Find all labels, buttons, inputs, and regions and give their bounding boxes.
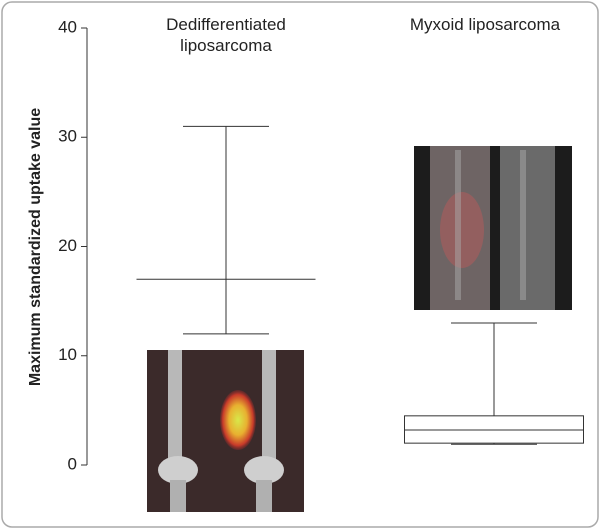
y-tick-label: 10 — [58, 345, 77, 364]
category-label: Myxoid liposarcoma — [409, 15, 561, 34]
marks: 0 10 20 30 40 — [58, 17, 584, 473]
y-tick-label: 20 — [58, 236, 77, 255]
scan-image-2 — [414, 146, 572, 310]
scan-image-1 — [147, 350, 304, 512]
y-axis-label: Maximum standardized uptake value — [27, 108, 44, 386]
category-label: Dedifferentiated liposarcoma — [166, 15, 286, 55]
box — [404, 415, 584, 444]
y-tick-label: 30 — [58, 127, 77, 146]
y-tick-label: 40 — [58, 17, 77, 36]
y-tick-label: 0 — [68, 454, 77, 473]
